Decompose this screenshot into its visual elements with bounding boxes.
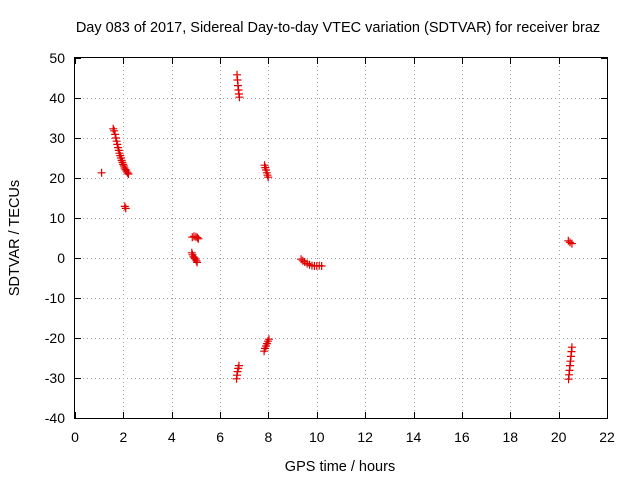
data-point (117, 156, 126, 165)
data-point (567, 343, 576, 352)
y-tick-label: 40 (49, 90, 65, 106)
y-tick-label: -10 (45, 290, 65, 306)
data-point (298, 256, 307, 265)
x-tick-label: 20 (551, 429, 567, 445)
data-point (567, 239, 576, 248)
y-tick-label: -20 (45, 330, 65, 346)
y-tick-label: 10 (49, 210, 65, 226)
x-tick-label: 12 (357, 429, 373, 445)
data-point (566, 238, 575, 247)
y-axis-tick-labels: -40 -30 -20 -10 0 10 20 30 40 50 (45, 50, 65, 426)
data-point (234, 361, 243, 370)
y-tick-label: -40 (45, 410, 65, 426)
data-point (111, 130, 120, 139)
data-point (109, 124, 118, 133)
data-point (264, 335, 273, 344)
data-point (235, 93, 244, 102)
y-tick-label: 20 (49, 170, 65, 186)
y-tick-label: -30 (45, 370, 65, 386)
y-tick-label: 50 (49, 50, 65, 66)
data-point (263, 171, 272, 180)
data-point (124, 170, 133, 178)
data-point (264, 173, 273, 182)
x-tick-label: 0 (71, 429, 79, 445)
data-point (119, 160, 128, 169)
data-point (120, 202, 129, 211)
x-axis-tick-labels: 0 2 4 6 8 10 12 14 16 18 20 22 (71, 429, 615, 445)
x-tick-label: 6 (216, 429, 224, 445)
y-tick-label: 30 (49, 130, 65, 146)
x-tick-label: 16 (454, 429, 470, 445)
x-tick-label: 8 (265, 429, 273, 445)
x-tick-label: 14 (406, 429, 422, 445)
data-point (123, 168, 132, 177)
x-tick-label: 10 (309, 429, 325, 445)
axis-ticks (75, 58, 608, 419)
data-point (97, 168, 106, 177)
data-points (97, 70, 576, 384)
data-point (263, 337, 272, 346)
data-point (110, 126, 119, 135)
data-point (187, 248, 196, 257)
x-tick-label: 22 (599, 429, 615, 445)
grid (75, 58, 607, 418)
y-axis-label: SDTVAR / TECUs (7, 180, 23, 296)
y-tick-label: 0 (57, 250, 65, 266)
data-point (193, 233, 202, 242)
plot-frame (74, 57, 608, 419)
data-point (119, 162, 128, 170)
x-tick-label: 4 (168, 429, 176, 445)
x-axis-label: GPS time / hours (285, 459, 395, 475)
data-point (192, 256, 201, 265)
data-point (118, 158, 127, 167)
data-point (194, 234, 203, 243)
chart-title: Day 083 of 2017, Sidereal Day-to-day VTE… (76, 20, 600, 36)
x-tick-label: 2 (119, 429, 127, 445)
data-point (121, 204, 130, 213)
x-tick-label: 18 (502, 429, 518, 445)
data-point (193, 258, 202, 267)
data-point (317, 262, 326, 270)
